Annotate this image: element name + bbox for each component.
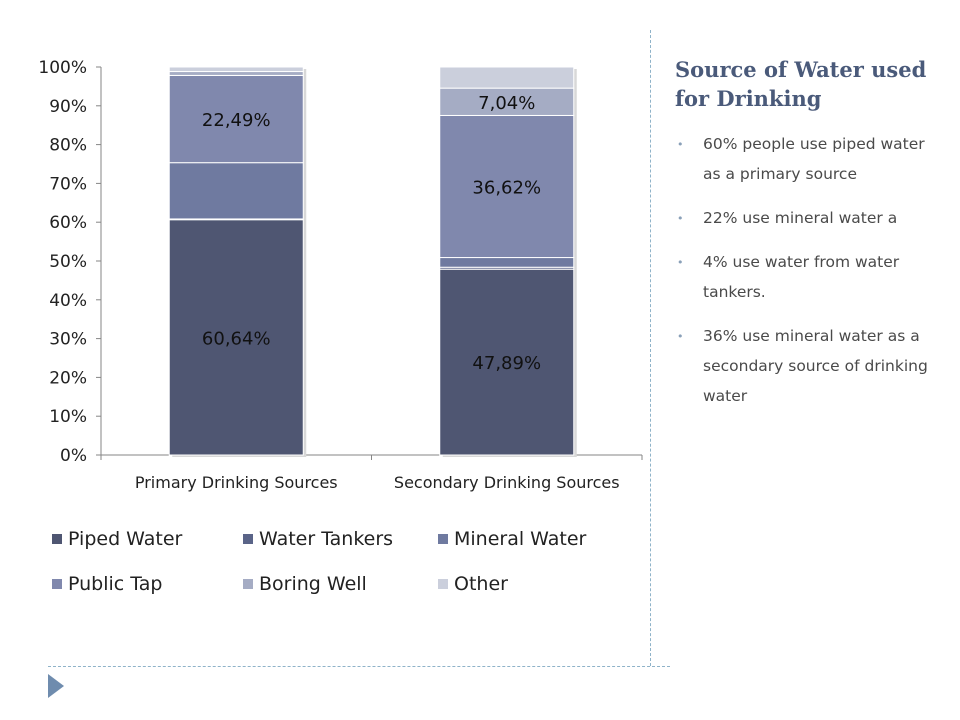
bar-segment	[439, 257, 575, 268]
bullet-text: 22% use mineral water a	[703, 209, 898, 227]
y-tick-label: 80%	[49, 136, 87, 156]
bar-segment	[439, 66, 575, 89]
data-label: 7,04%	[478, 93, 535, 114]
legend-swatch	[52, 534, 62, 544]
vertical-divider	[650, 30, 651, 666]
legend-swatch	[243, 579, 253, 589]
bar-segment	[168, 74, 304, 164]
y-tick-label: 90%	[49, 97, 87, 117]
slide-title: Source of Water used for Drinking	[675, 57, 927, 111]
bullet-icon: •	[677, 256, 684, 269]
bullet-icon: •	[677, 330, 684, 343]
y-tick-label: 100%	[38, 58, 87, 78]
legend-item-piped-water: Piped Water	[52, 528, 182, 550]
legend-item-mineral-water: Mineral Water	[438, 528, 586, 550]
y-tick-label: 0%	[60, 446, 87, 466]
bullet-item: • 36% use mineral water as a secondary s…	[675, 321, 945, 411]
data-label: 47,89%	[472, 353, 541, 374]
legend-label: Mineral Water	[454, 528, 587, 550]
bar-segment	[168, 71, 304, 76]
bullet-text: 36% use mineral water as a secondary sou…	[703, 327, 928, 405]
y-tick-label: 20%	[49, 368, 87, 388]
legend-label: Piped Water	[68, 528, 183, 550]
bar-segment	[439, 87, 575, 116]
bullet-item: • 60% people use piped water as a primar…	[675, 129, 945, 189]
y-tick-label: 40%	[49, 291, 87, 311]
bullet-list: • 60% people use piped water as a primar…	[675, 129, 945, 411]
legend-swatch	[438, 534, 448, 544]
bar-segment	[168, 219, 304, 456]
legend-item-public-tap: Public Tap	[52, 573, 162, 595]
legend-swatch	[52, 579, 62, 589]
bullet-text: 60% people use piped water as a primary …	[703, 135, 925, 183]
bar-segment	[168, 66, 304, 73]
bar-segment	[439, 114, 575, 259]
triangle-marker-icon	[48, 674, 64, 698]
data-label: 60,64%	[202, 328, 271, 349]
bar-segment	[439, 268, 575, 456]
horizontal-divider	[48, 666, 670, 667]
y-tick-label: 60%	[49, 213, 87, 233]
legend-swatch	[438, 579, 448, 589]
y-tick-label: 30%	[49, 330, 87, 350]
bullet-text: 4% use water from water tankers.	[703, 253, 900, 301]
x-tick-label: Secondary Drinking Sources	[394, 473, 620, 492]
legend-label: Boring Well	[259, 573, 367, 595]
y-tick-label: 70%	[49, 174, 87, 194]
legend-swatch	[243, 534, 253, 544]
data-label: 22,49%	[202, 110, 271, 131]
legend-item-boring-well: Boring Well	[243, 573, 367, 595]
y-tick-label: 50%	[49, 252, 87, 272]
legend-item-water-tankers: Water Tankers	[243, 528, 393, 550]
legend-item-other: Other	[438, 573, 508, 595]
bullet-item: • 4% use water from water tankers.	[675, 247, 945, 307]
y-tick-label: 10%	[49, 407, 87, 427]
summary-panel: Source of Water used for Drinking • 60% …	[675, 55, 945, 425]
legend-label: Water Tankers	[259, 528, 394, 550]
bullet-icon: •	[677, 138, 684, 151]
data-label: 36,62%	[472, 178, 541, 199]
bar-segment	[168, 162, 304, 220]
legend-label: Other	[454, 573, 508, 595]
bullet-item: • 22% use mineral water a	[675, 203, 945, 233]
x-tick-label: Primary Drinking Sources	[135, 473, 338, 492]
legend-label: Public Tap	[68, 573, 163, 595]
bullet-icon: •	[677, 212, 684, 225]
